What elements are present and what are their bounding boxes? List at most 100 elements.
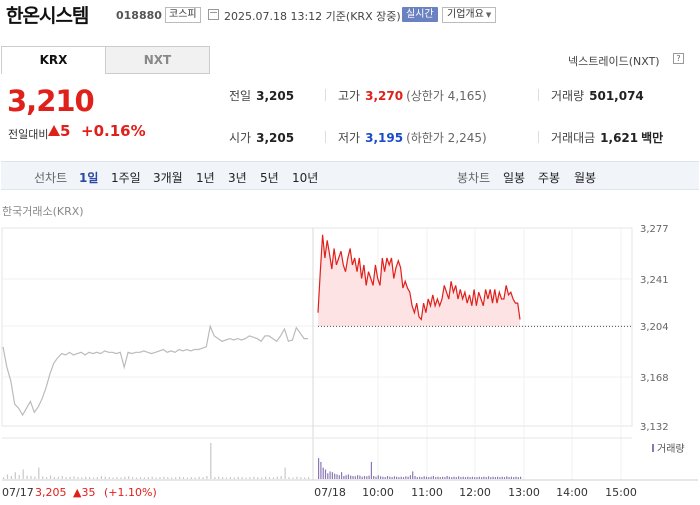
- candle-chart-label: 봉차트: [457, 171, 491, 185]
- volume-bar: [423, 476, 425, 479]
- volume-bar: [253, 476, 255, 479]
- volume-bar: [510, 476, 512, 479]
- stat-label: 전일: [229, 89, 252, 103]
- volume-bar: [478, 476, 480, 479]
- y-tick-label: 3,132: [640, 422, 669, 433]
- volume-bar: [460, 477, 462, 479]
- volume-bar: [416, 477, 418, 479]
- volume-bar: [218, 476, 220, 479]
- volume-bar: [402, 477, 405, 479]
- volume-bar: [421, 477, 423, 479]
- volume-bar: [214, 477, 216, 479]
- stat-sub: (하한가 2,245): [406, 131, 487, 145]
- stat-value: 3,270: [365, 89, 404, 103]
- volume-bar: [391, 477, 393, 479]
- stat-sub: (상한가 4,165): [406, 89, 487, 103]
- stat-value: 3,205: [256, 89, 295, 103]
- volume-bar: [414, 476, 416, 479]
- footer-pct: (+1.10%): [104, 486, 157, 499]
- volume-bar: [352, 476, 354, 479]
- volume-bar: [425, 476, 428, 479]
- volume-bar: [46, 477, 48, 479]
- volume-legend-swatch: [652, 444, 654, 452]
- period-3y[interactable]: 3년: [228, 171, 247, 185]
- volume-bar: [318, 458, 320, 479]
- volume-bar: [324, 469, 327, 479]
- tab-krx[interactable]: KRX: [1, 46, 106, 74]
- nextrade-link[interactable]: 넥스트레이드(NXT): [568, 55, 660, 68]
- volume-bar: [30, 476, 32, 479]
- volume-bar: [100, 476, 102, 479]
- volume-bar: [284, 467, 286, 479]
- volume-bar: [338, 475, 340, 479]
- help-icon[interactable]: ?: [673, 53, 684, 64]
- volume-bar: [506, 476, 508, 479]
- volume-bar: [453, 476, 455, 479]
- x-tick-label: 10:00: [362, 486, 394, 499]
- stat-value: 1,621: [600, 131, 639, 145]
- stat-label: 거래대금: [551, 131, 596, 145]
- candle-daily[interactable]: 일봉: [503, 171, 526, 185]
- volume-bar: [455, 477, 457, 479]
- volume-bar: [377, 475, 379, 479]
- up-triangle-icon: [48, 125, 60, 136]
- volume-bar: [112, 477, 114, 479]
- volume-bar: [159, 477, 161, 479]
- volume-bar: [368, 475, 370, 479]
- volume-bar: [34, 476, 36, 479]
- volume-bar: [331, 472, 333, 479]
- current-price: 3,210: [7, 84, 95, 118]
- volume-bar: [476, 477, 478, 479]
- tab-nxt[interactable]: NXT: [105, 46, 210, 74]
- volume-bar: [85, 476, 87, 479]
- volume-bar: [14, 472, 16, 479]
- volume-bar: [61, 476, 63, 479]
- volume-bar: [405, 476, 407, 479]
- candle-monthly[interactable]: 월봉: [574, 171, 597, 185]
- company-overview-dropdown[interactable]: 기업개요 ▼: [442, 7, 497, 23]
- stat-prev: 전일 3,205: [229, 87, 294, 104]
- y-tick-label: 3,241: [640, 275, 669, 286]
- volume-bar: [497, 476, 499, 479]
- realtime-button[interactable]: 실시간: [402, 7, 438, 22]
- volume-bar: [237, 476, 239, 479]
- volume-bar: [198, 476, 200, 479]
- period-5y[interactable]: 5년: [260, 171, 279, 185]
- period-1y[interactable]: 1년: [196, 171, 215, 185]
- volume-bar: [182, 477, 185, 479]
- period-1w[interactable]: 1주일: [111, 171, 141, 185]
- period-10y[interactable]: 10년: [292, 171, 319, 185]
- volume-bar: [257, 477, 259, 479]
- volume-bar: [245, 477, 247, 479]
- volume-bar: [38, 467, 40, 479]
- volume-bar: [435, 477, 437, 479]
- stat-open: 시가 3,205: [229, 129, 294, 146]
- volume-bar: [120, 477, 122, 479]
- volume-bar: [341, 472, 343, 479]
- stat-amount: 거래대금 1,621 백만: [551, 129, 663, 146]
- volume-bar: [444, 477, 446, 479]
- volume-bar: [3, 477, 5, 479]
- volume-bar: [474, 477, 476, 479]
- volume-bar: [370, 461, 372, 479]
- volume-bar: [151, 476, 153, 479]
- volume-bar: [265, 476, 267, 479]
- volume-bar: [116, 477, 118, 479]
- volume-bar: [490, 477, 492, 479]
- stat-value: 3,195: [365, 131, 404, 145]
- footer-change: ▲35: [73, 486, 95, 499]
- volume-bar: [89, 477, 91, 479]
- volume-bar: [261, 477, 263, 479]
- volume-bar: [186, 477, 188, 479]
- volume-bar: [350, 475, 352, 479]
- volume-bar: [448, 476, 450, 479]
- x-tick-label: 07/18: [314, 486, 346, 499]
- change-value: 5: [60, 122, 71, 140]
- volume-bar: [320, 461, 322, 479]
- candle-weekly[interactable]: 주봉: [538, 171, 561, 185]
- x-tick-label: 14:00: [556, 486, 588, 499]
- period-3m[interactable]: 3개월: [153, 171, 183, 185]
- period-1d[interactable]: 1일: [79, 171, 99, 185]
- volume-bar: [464, 477, 467, 479]
